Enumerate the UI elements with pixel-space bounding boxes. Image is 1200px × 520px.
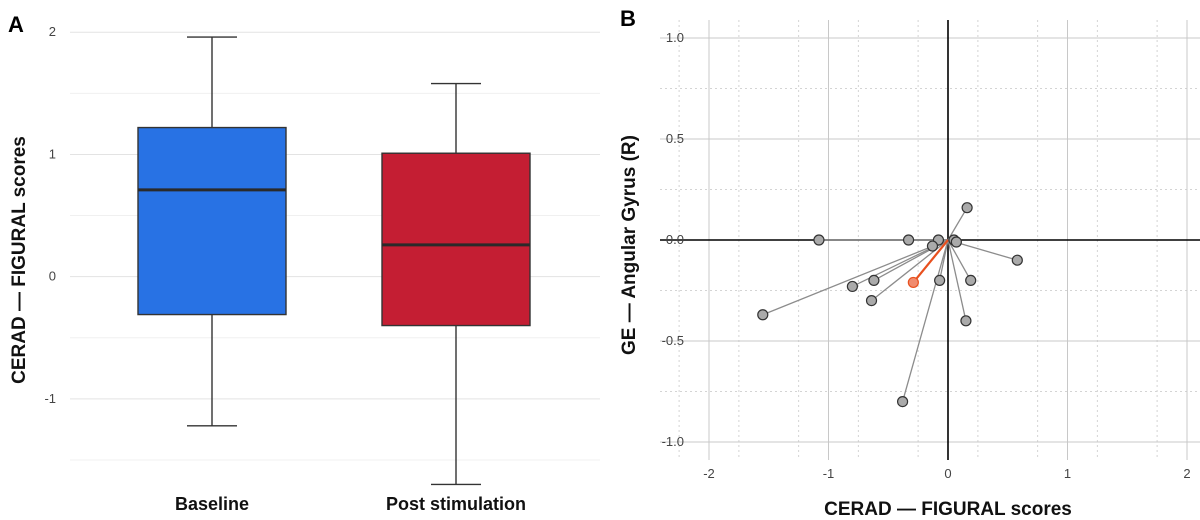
scatter-point [868,274,880,286]
segment [947,207,968,241]
x-tick-label: 1 [1064,466,1071,481]
mean-point [907,276,919,289]
scatter-point [896,396,909,408]
category-label: Post stimulation [386,494,526,514]
segment [947,239,967,321]
panel-b-label: B [620,6,636,31]
scatter-point [960,315,972,327]
scatter-point [926,240,939,252]
box-post-stimulation [381,82,531,486]
panel-b-segments [762,207,1018,402]
panel-a-category-labels: Baseline Post stimulation [175,494,526,514]
x-tick-label: -1 [823,466,835,481]
segment [947,239,972,281]
scatter-point [757,309,769,321]
y-tick-label: -0.5 [662,333,684,348]
panel-a-y-axis-title: CERAD — FIGURAL scores [9,136,30,384]
iqr-box [381,152,531,327]
scatter-point [902,234,915,246]
mean-segment [912,239,949,284]
panel-b-ticks: -2 -1 0 1 2 -1.0 -0.5 0.0 0.5 1.0 [662,30,1191,481]
y-tick-label: 0 [49,269,56,284]
panel-a-label: A [8,12,24,37]
panel-a-boxplot: A -1 0 1 2 Baseline Post stimulation CERAD —… [8,12,600,514]
y-tick-label: 1 [49,146,56,161]
x-tick-label: 0 [944,466,951,481]
box-baseline [137,36,287,427]
scatter-point [965,274,977,286]
panel-b-scatter: B -2 -1 0 1 2 -1.0 -0.5 0.0 0.5 1.0 CERAD — FIGUR… [619,6,1200,520]
category-label: Baseline [175,494,249,514]
iqr-box [137,126,287,316]
panel-b-y-axis-title: GE — Angular Gyrus (R) [619,135,640,355]
scatter-point [950,236,962,248]
scatter-point [961,202,973,214]
y-tick-label: -1.0 [662,434,684,449]
segment [762,239,949,316]
y-tick-label: 0.0 [666,232,684,247]
y-tick-label: 0.5 [666,131,684,146]
panel-b-points [757,202,1023,408]
segment [901,239,949,402]
panel-a-y-ticks: -1 0 1 2 [44,24,56,406]
scatter-point [934,274,946,286]
y-tick-label: 2 [49,24,56,39]
scatter-point [813,234,825,246]
x-tick-label: -2 [703,466,715,481]
y-tick-label: -1 [44,391,56,406]
panel-b-x-axis-title: CERAD — FIGURAL scores [824,499,1072,520]
panel-a-boxes [137,36,531,486]
scatter-point [865,295,878,307]
y-tick-label: 1.0 [666,30,684,45]
scatter-point [1011,254,1023,266]
scatter-point [846,280,859,293]
x-tick-label: 2 [1183,466,1190,481]
